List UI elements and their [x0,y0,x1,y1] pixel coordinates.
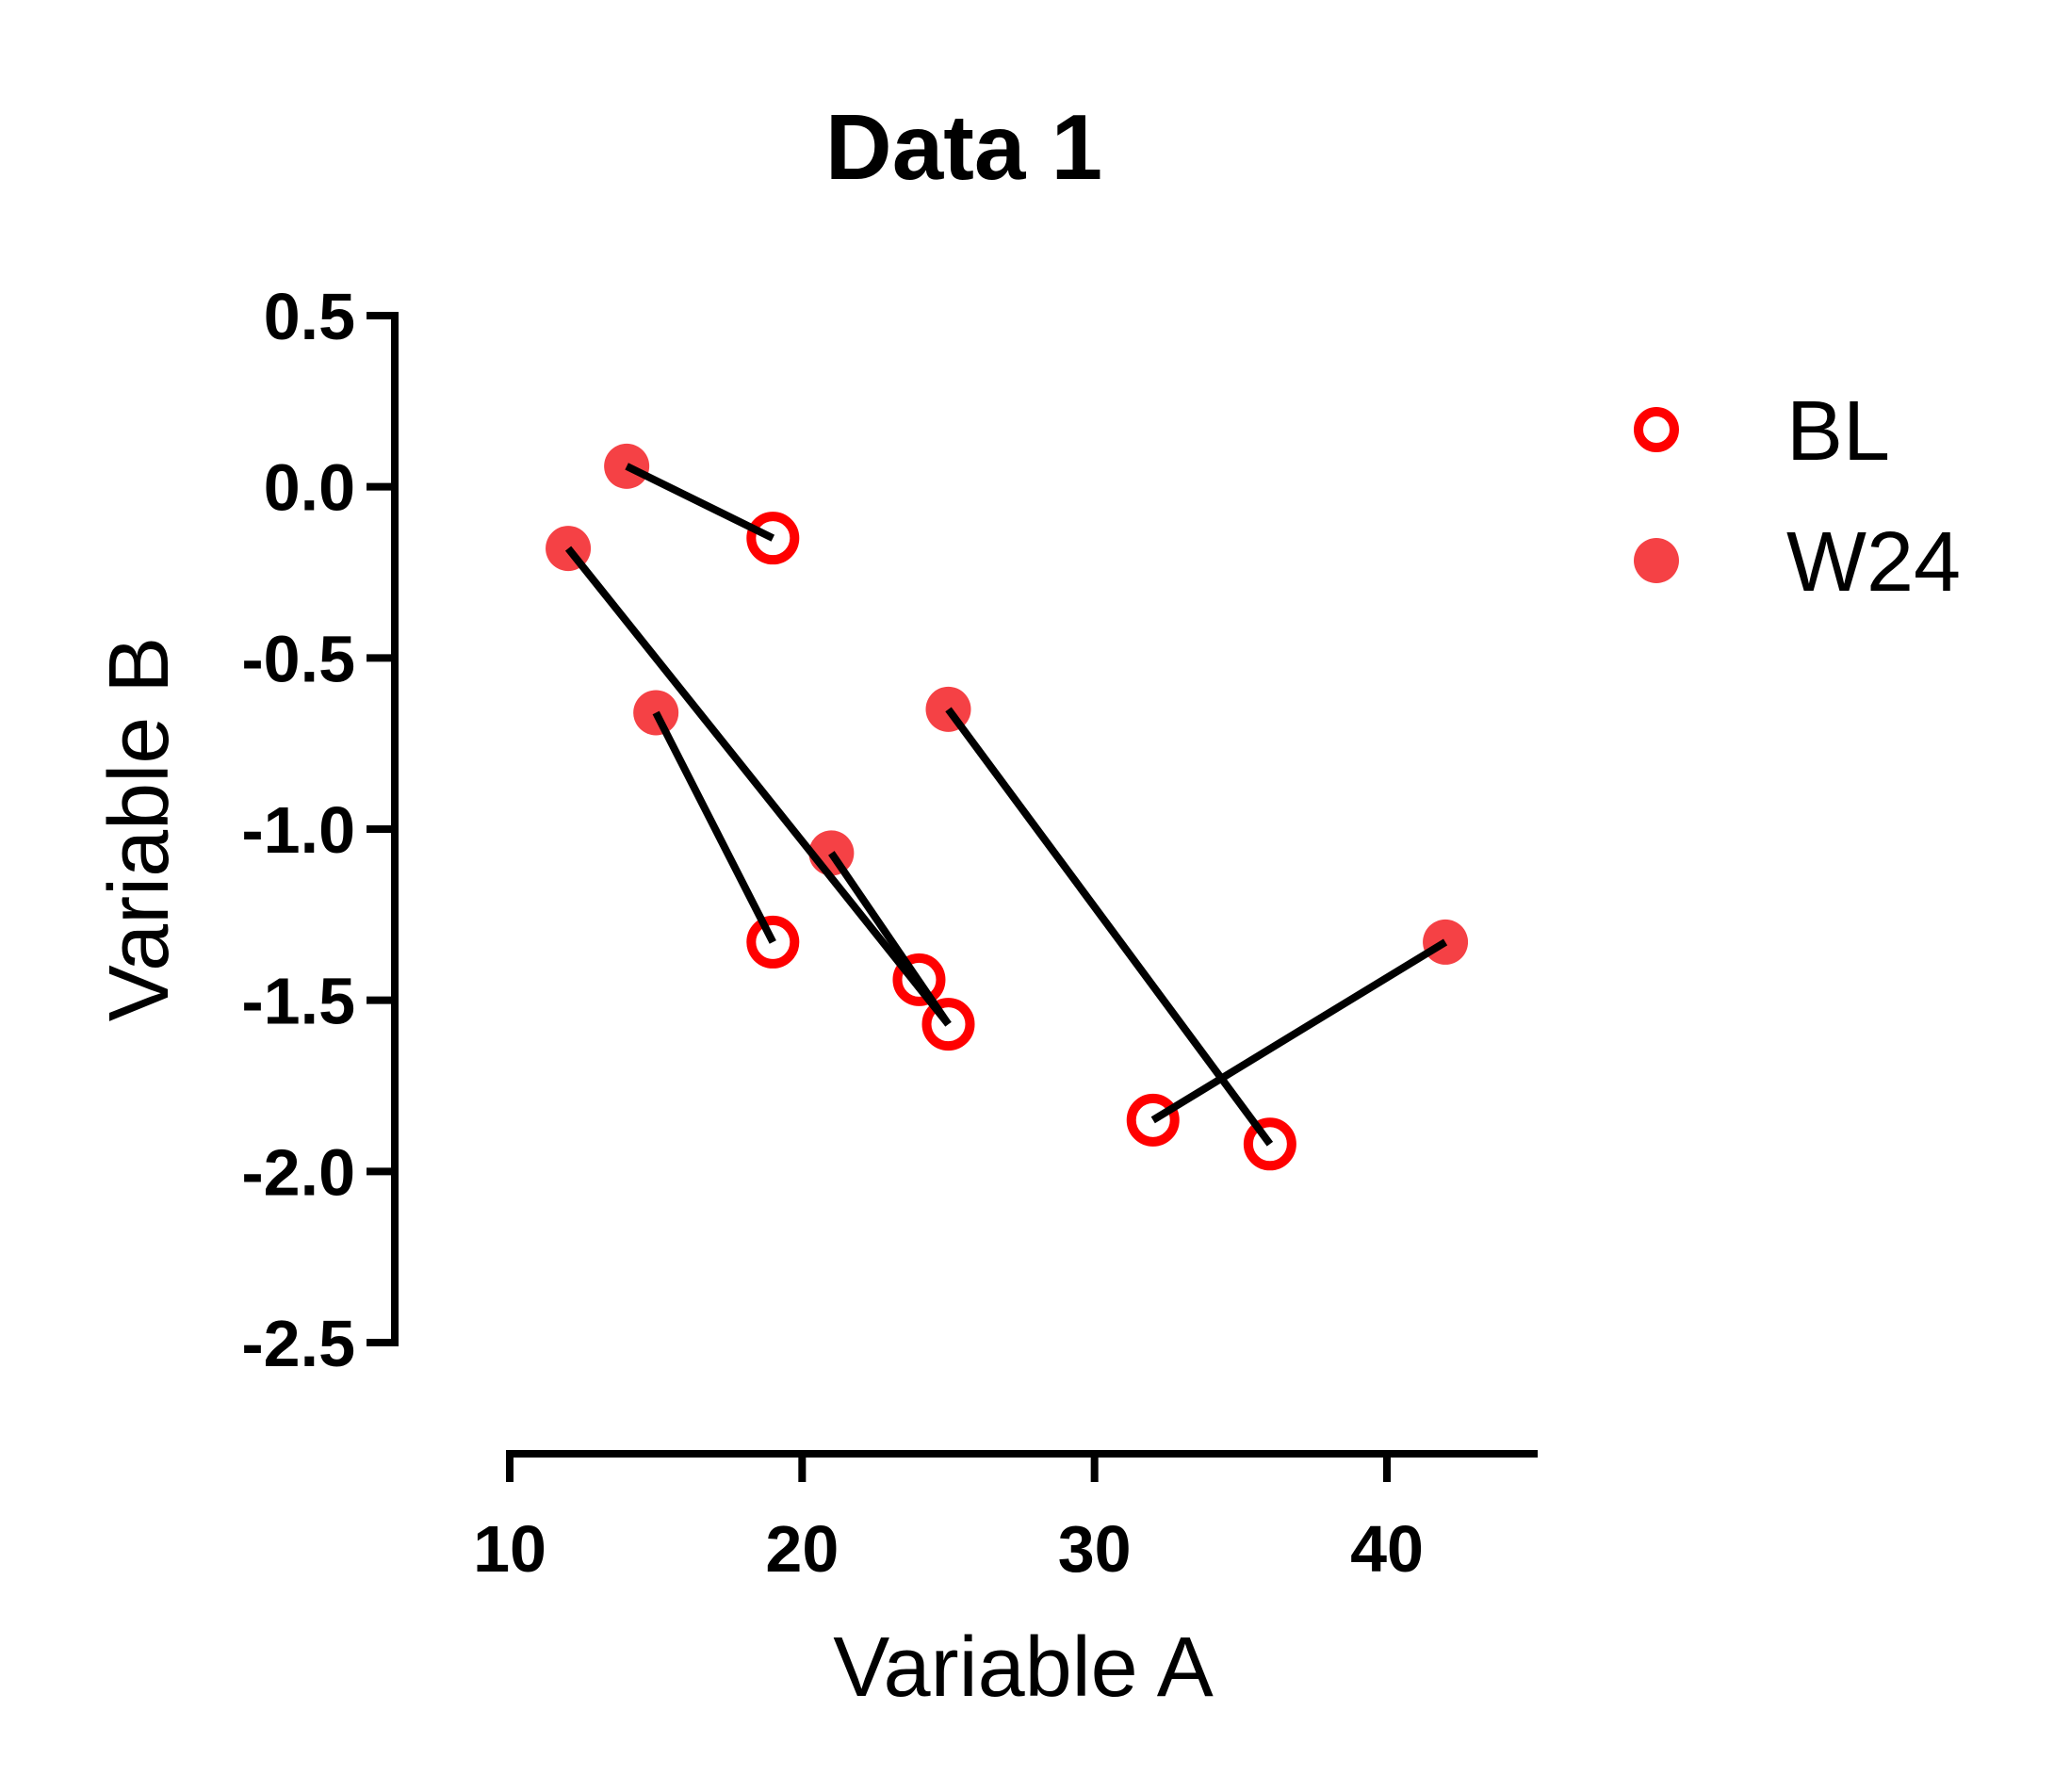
y-axis-label: Variable B [92,637,187,1022]
legend-marker-w24 [1634,538,1679,583]
connecting-line [945,707,1274,1147]
x-tick-label: 30 [1058,1512,1132,1586]
connecting-line [828,851,952,1027]
point-bl [892,953,946,1006]
y-axis: 0.5 0.0 -0.5 -1.0 -1.5 -2.0 -2.5 [241,280,399,1380]
x-tick-label: 10 [473,1512,546,1586]
connecting-line [625,463,775,542]
x-tick-label: 40 [1350,1512,1424,1586]
point-bl [746,512,800,565]
x-axis: 10 20 30 40 [473,1450,1538,1586]
y-tick-label: 0.5 [264,280,355,353]
y-tick-label: -2.0 [241,1135,355,1209]
legend-marker-bl [1634,407,1679,452]
point-bl [921,998,975,1051]
legend-label-w24: W24 [1786,515,1961,610]
y-tick-label: -1.5 [241,965,355,1038]
connecting-line [652,710,776,944]
legend-label-bl: BL [1786,384,1890,479]
data-points [546,443,1469,1171]
legend: BL W24 [1634,384,1961,610]
point-bl [746,915,800,969]
y-tick-label: -2.5 [241,1307,355,1380]
y-tick-label: 0.0 [264,451,355,525]
y-tick-label: -1.0 [241,793,355,867]
chart-title: Data 1 [825,95,1102,199]
x-axis-label: Variable A [833,1621,1214,1715]
point-bl [1126,1093,1180,1147]
x-tick-label: 20 [765,1512,839,1586]
point-bl [1243,1117,1296,1171]
connecting-lines [564,463,1448,1147]
connecting-line [1150,938,1448,1124]
connecting-line [564,546,952,1027]
y-tick-label: -0.5 [241,622,355,695]
